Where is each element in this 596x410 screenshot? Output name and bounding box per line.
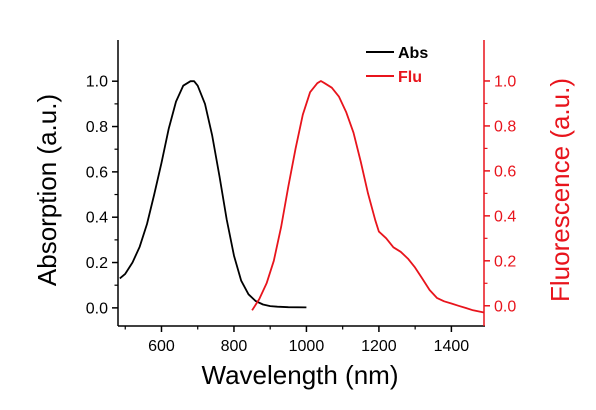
left-y-axis-ticks: 0.0 0.2 0.4 0.6 0.8 1.0 <box>86 74 118 317</box>
legend-label-flu: Flu <box>398 69 422 86</box>
x-tick-label: 800 <box>221 338 248 355</box>
right-y-axis-title: Fluorescence (a.u.) <box>545 78 575 302</box>
legend: Abs Flu <box>366 45 428 86</box>
left-y-tick-label: 1.0 <box>86 74 108 91</box>
x-tick-label: 1000 <box>289 338 325 355</box>
x-tick-label: 600 <box>148 338 175 355</box>
right-y-tick-label: 0.2 <box>494 253 516 270</box>
left-y-tick-label: 0.0 <box>86 300 108 317</box>
x-axis-title: Wavelength (nm) <box>202 360 399 390</box>
x-tick-label: 1400 <box>434 338 470 355</box>
plot-marks <box>119 80 485 314</box>
series-line-flu <box>251 80 485 314</box>
legend-label-abs: Abs <box>398 45 428 62</box>
left-y-tick-label: 0.2 <box>86 255 108 272</box>
x-axis-ticks: 600 800 1000 1200 1400 <box>124 326 470 355</box>
right-y-tick-label: 0.6 <box>494 163 516 180</box>
right-y-tick-label: 0.4 <box>494 208 516 225</box>
left-y-tick-label: 0.4 <box>86 210 108 227</box>
left-y-tick-label: 0.6 <box>86 164 108 181</box>
right-y-axis-ticks: 0.0 0.2 0.4 0.6 0.8 1.0 <box>484 73 516 315</box>
left-y-tick-label: 0.8 <box>86 119 108 136</box>
right-y-tick-label: 0.0 <box>494 298 516 315</box>
x-tick-label: 1200 <box>361 338 397 355</box>
series-line-abs <box>119 80 307 309</box>
right-y-tick-label: 1.0 <box>494 73 516 90</box>
right-y-tick-label: 0.8 <box>494 118 516 135</box>
left-y-axis-title: Absorption (a.u.) <box>32 94 62 286</box>
